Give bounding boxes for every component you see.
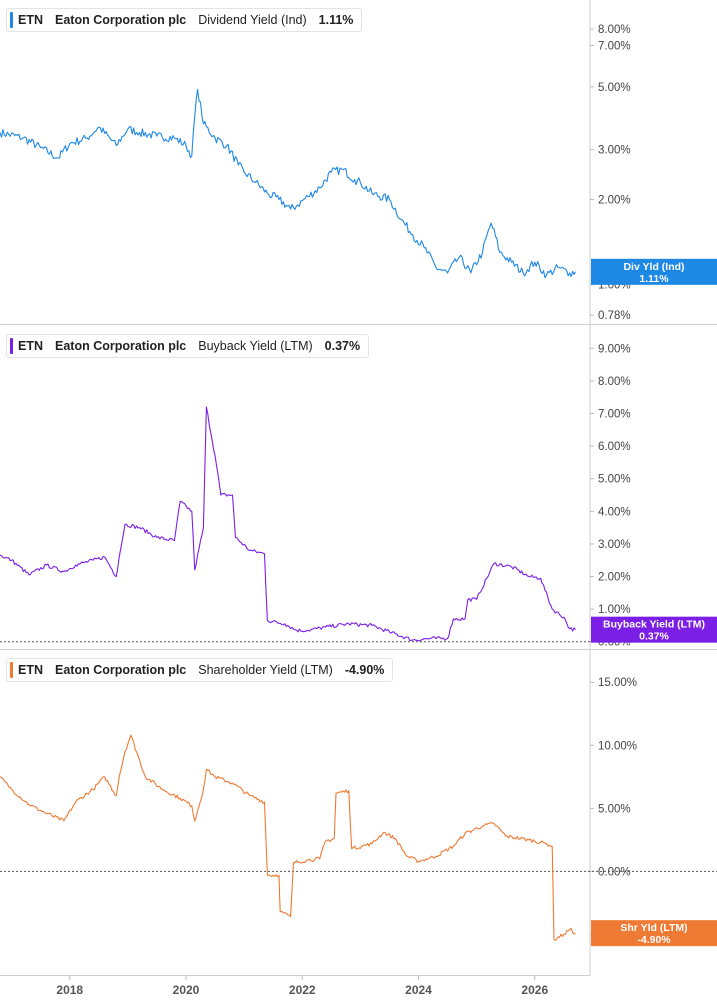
x-tick-label: 2024 xyxy=(405,983,432,997)
x-tick-label: 2018 xyxy=(56,983,83,997)
legend-company: Eaton Corporation plc xyxy=(55,13,187,27)
badge-label: Buyback Yield (LTM) xyxy=(603,619,705,631)
badge-label: Shr Yld (LTM) xyxy=(620,922,687,934)
series-color-swatch xyxy=(10,338,13,354)
y-tick-label: 2.00% xyxy=(598,194,631,206)
x-tick-label: 2022 xyxy=(289,983,316,997)
legend-ticker: ETN xyxy=(18,339,43,353)
legend-metric: Buyback Yield (LTM) xyxy=(198,339,313,353)
y-tick-label: 3.00% xyxy=(598,145,631,157)
y-tick-label: 10.00% xyxy=(598,740,637,752)
x-tick-label: 2026 xyxy=(521,983,548,997)
legend-value: 1.11% xyxy=(318,13,354,27)
series-line xyxy=(0,88,576,279)
series-line xyxy=(0,406,576,642)
y-tick-label: 0.78% xyxy=(598,310,631,322)
legend-company: Eaton Corporation plc xyxy=(55,663,187,677)
y-tick-label: 3.00% xyxy=(598,539,631,551)
series-line xyxy=(0,734,576,941)
badge-value: 1.11% xyxy=(639,273,669,285)
current-value-badge: Shr Yld (LTM)-4.90% xyxy=(591,920,717,947)
legend-ticker: ETN xyxy=(18,13,43,27)
y-tick-label: 5.00% xyxy=(598,474,631,486)
y-tick-label: 5.00% xyxy=(598,803,631,815)
legend-metric: Shareholder Yield (LTM) xyxy=(198,663,333,677)
y-tick-label: 8.00% xyxy=(598,376,631,388)
y-tick-label: 6.00% xyxy=(598,441,631,453)
y-tick-label: 0.00% xyxy=(598,866,631,878)
legend-value: -4.90% xyxy=(344,663,385,677)
current-value-badge: Buyback Yield (LTM)0.37% xyxy=(591,616,717,643)
badge-background xyxy=(591,258,717,285)
badge-background xyxy=(591,920,717,947)
legend-metric: Dividend Yield (Ind) xyxy=(198,13,307,27)
legend-shareholder-yield: ETN Eaton Corporation plc Shareholder Yi… xyxy=(6,658,394,682)
y-tick-label: 8.00% xyxy=(598,24,631,36)
current-value-badge: Div Yld (Ind)1.11% xyxy=(591,258,717,285)
y-tick-label: 9.00% xyxy=(598,343,631,355)
y-tick-label: 2.00% xyxy=(598,572,631,584)
legend-buyback-yield: ETN Eaton Corporation plc Buyback Yield … xyxy=(6,334,370,358)
series-color-swatch xyxy=(10,662,13,678)
badge-background xyxy=(591,616,717,643)
series-color-swatch xyxy=(10,12,13,28)
y-tick-label: 15.00% xyxy=(598,677,637,689)
legend-company: Eaton Corporation plc xyxy=(55,339,187,353)
y-tick-label: 7.00% xyxy=(598,409,631,421)
x-tick-label: 2020 xyxy=(173,983,200,997)
legend-ticker: ETN xyxy=(18,663,43,677)
badge-value: 0.37% xyxy=(639,631,669,643)
legend-dividend-yield: ETN Eaton Corporation plc Dividend Yield… xyxy=(6,8,363,32)
y-tick-label: 4.00% xyxy=(598,506,631,518)
legend-value: 0.37% xyxy=(324,339,361,353)
badge-value: -4.90% xyxy=(637,934,671,946)
y-tick-label: 7.00% xyxy=(598,41,631,53)
y-tick-label: 5.00% xyxy=(598,82,631,94)
y-tick-label: 1.00% xyxy=(598,604,631,616)
badge-label: Div Yld (Ind) xyxy=(623,261,684,273)
